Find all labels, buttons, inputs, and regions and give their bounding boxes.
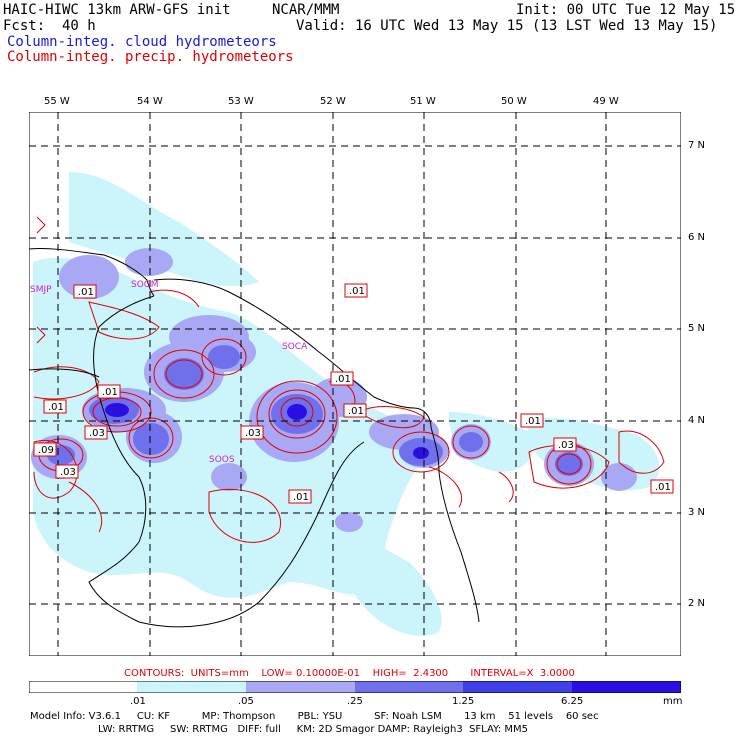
- lat-label-3n: 3 N: [688, 507, 706, 518]
- contour-label-3: .01: [43, 399, 67, 414]
- cloud-shading-max: [105, 403, 429, 459]
- forecast-hour: 40 h: [62, 18, 96, 34]
- valid-time: Valid: 16 UTC Wed 13 May 15 (13 LST Wed …: [296, 18, 718, 34]
- contour-label-7: .01: [343, 403, 367, 418]
- contour-label-6: .03: [240, 425, 264, 440]
- station-soos: SOOS: [209, 455, 235, 465]
- model-title: HAIC-HIWC 13km ARW-GFS init: [3, 2, 231, 18]
- colorbar-tick-5: 6.25: [561, 696, 584, 707]
- svg-text:.01: .01: [335, 374, 351, 385]
- coastline: [29, 248, 480, 628]
- svg-text:.01: .01: [78, 287, 94, 298]
- contour-label-1: .01: [73, 284, 97, 299]
- forecast-label: Fcst:: [3, 18, 46, 34]
- contour-label-2: .01: [97, 384, 121, 399]
- precip-field-label: Column-integ. precip. hydrometeors: [7, 49, 294, 65]
- lon-label-52w: 52 W: [320, 96, 346, 107]
- colorbar-bin-1: [29, 681, 137, 693]
- contour-label-8: .01: [520, 413, 544, 428]
- lon-label-53w: 53 W: [228, 96, 254, 107]
- station-labels: SMJP SOGM SOCA SOOS: [30, 280, 308, 465]
- contour-label-13: .03: [55, 464, 79, 479]
- contours-info: CONTOURS: UNITS=mm LOW= 0.10000E-01 HIGH…: [124, 668, 575, 679]
- init-time: Init: 00 UTC Tue 12 May 15: [516, 2, 736, 18]
- contour-label-5: .03: [84, 425, 108, 440]
- colorbar-units: mm: [663, 696, 683, 707]
- colorbar-bin-3: [246, 681, 355, 693]
- svg-text:.01: .01: [293, 492, 309, 503]
- colorbar-tick-3: .25: [347, 696, 363, 707]
- colorbar: [29, 681, 681, 693]
- lat-label-7n: 7 N: [688, 140, 706, 151]
- lon-label-55w: 55 W: [44, 96, 70, 107]
- station-smjp: SMJP: [30, 285, 52, 295]
- lon-label-50w: 50 W: [501, 96, 527, 107]
- svg-text:.01: .01: [48, 402, 64, 413]
- contour-value-labels: .01 .01 .01 .01 .03 .03 .01 .01 .01 .03 …: [33, 283, 674, 504]
- colorbar-bin-2: [137, 681, 246, 693]
- lon-label-49w: 49 W: [593, 96, 619, 107]
- lat-label-6n: 6 N: [688, 232, 706, 243]
- contour-label-4: .01: [330, 371, 354, 386]
- svg-text:.01: .01: [655, 482, 671, 493]
- org-label: NCAR/MMM: [272, 2, 340, 18]
- model-info-line-2: LW: RRTMG SW: RRTMG DIFF: full KM: 2D Sm…: [98, 724, 528, 735]
- svg-text:.01: .01: [349, 286, 365, 297]
- lat-label-4n: 4 N: [688, 415, 706, 426]
- map-panel: .01 .01 .01 .01 .03 .03 .01 .01 .01 .03 …: [29, 112, 681, 656]
- svg-text:.03: .03: [89, 428, 105, 439]
- station-soca: SOCA: [282, 342, 308, 352]
- cloud-field-label: Column-integ. cloud hydrometeors: [7, 34, 277, 50]
- svg-text:.01: .01: [348, 406, 364, 417]
- model-info-line-1: Model Info: V3.6.1 CU: KF MP: Thompson P…: [30, 711, 599, 722]
- svg-text:.03: .03: [60, 467, 76, 478]
- contour-label-9: .01: [288, 489, 312, 504]
- colorbar-bin-6: [572, 681, 681, 693]
- svg-text:.03: .03: [245, 428, 261, 439]
- svg-text:.01: .01: [102, 387, 118, 398]
- lat-label-2n: 2 N: [688, 598, 706, 609]
- colorbar-bin-4: [355, 681, 463, 693]
- contour-label-11: .01: [650, 479, 674, 494]
- lat-label-5n: 5 N: [688, 323, 706, 334]
- colorbar-tick-2: .05: [238, 696, 254, 707]
- colorbar-bin-5: [463, 681, 572, 693]
- station-sogm: SOGM: [131, 280, 159, 290]
- contour-label-10: .03: [553, 437, 577, 452]
- lon-label-54w: 54 W: [137, 96, 163, 107]
- svg-text:.09: .09: [38, 445, 54, 456]
- svg-text:.01: .01: [525, 416, 541, 427]
- contour-label-14: .01: [344, 283, 368, 298]
- lon-label-51w: 51 W: [410, 96, 436, 107]
- contour-label-12: .09: [33, 442, 57, 457]
- svg-text:.03: .03: [558, 440, 574, 451]
- colorbar-tick-4: 1.25: [452, 696, 475, 707]
- colorbar-tick-1: .01: [130, 696, 146, 707]
- lat-lon-grid: [29, 112, 681, 656]
